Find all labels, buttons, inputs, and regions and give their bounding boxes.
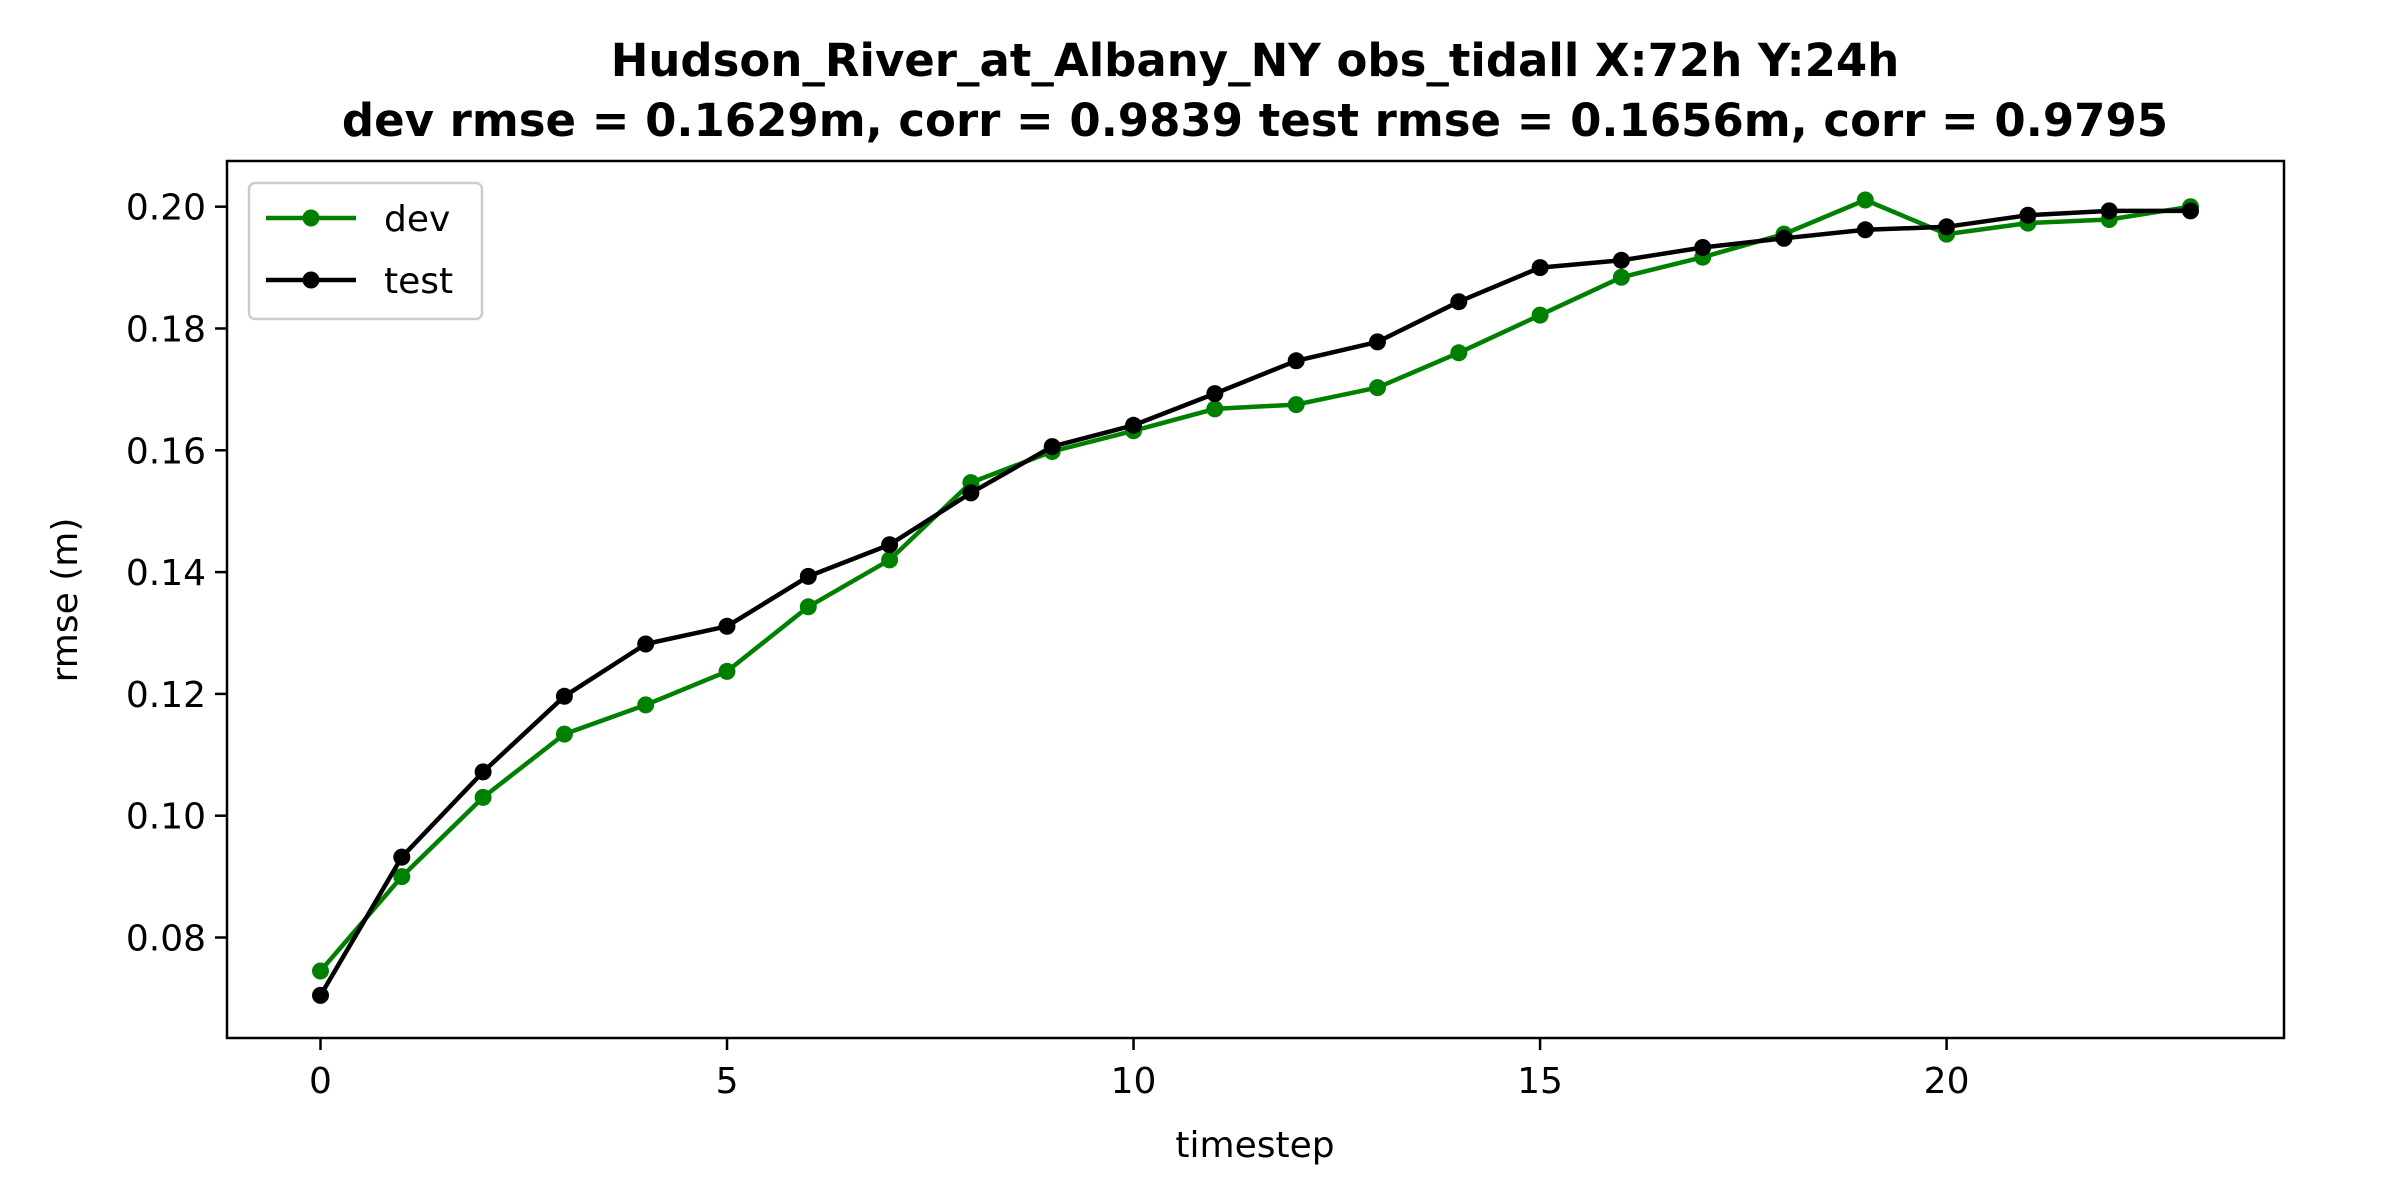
data-point-test: [1531, 259, 1549, 277]
data-point-test: [1369, 333, 1386, 351]
data-point-test: [312, 986, 329, 1004]
data-point-dev: [718, 662, 736, 680]
data-point-test: [2019, 206, 2037, 224]
data-point-test: [799, 567, 817, 585]
data-point-test: [474, 763, 492, 781]
data-point-dev: [1206, 400, 1224, 418]
series-line-test: [317, 208, 2193, 999]
data-point-test: [1856, 221, 1874, 239]
data-point-dev: [637, 696, 655, 714]
series-line-dev: [317, 197, 2194, 975]
y-tick-label: 0.08: [126, 919, 206, 960]
x-tick-label: 0: [309, 1061, 332, 1102]
plot-frame: [225, 159, 2286, 1040]
legend-label-test: test: [384, 261, 453, 302]
data-point-test: [1775, 229, 1793, 247]
data-point-dev: [555, 725, 573, 743]
y-tick-label: 0.12: [126, 675, 206, 716]
y-tick-label: 0.20: [126, 188, 206, 229]
y-tick-label: 0.10: [126, 797, 206, 838]
legend-marker-dev: [302, 209, 320, 227]
data-point-test: [1125, 416, 1142, 434]
legend: dev test: [247, 181, 484, 321]
data-point-test: [555, 687, 573, 705]
x-tick-label: 15: [1517, 1061, 1563, 1102]
data-point-dev: [474, 788, 492, 806]
data-point-test: [1694, 239, 1712, 256]
data-point-test: [962, 484, 980, 502]
data-point-test: [1938, 218, 1956, 236]
data-point-dev: [1531, 306, 1549, 324]
data-point-test: [637, 635, 655, 653]
data-point-test: [1450, 293, 1468, 311]
data-point-test: [393, 848, 411, 866]
data-point-dev: [1856, 191, 1874, 209]
x-tick-label: 10: [1111, 1061, 1157, 1102]
data-point-dev: [1287, 396, 1305, 414]
data-point-dev: [799, 598, 817, 616]
legend-label-dev: dev: [384, 199, 450, 240]
data-point-test: [2100, 202, 2118, 220]
y-axis-label: rmse (m): [45, 518, 86, 683]
chart-title-line-2: dev rmse = 0.1629m, corr = 0.9839 test r…: [342, 94, 2168, 147]
data-point-test: [2182, 202, 2199, 220]
x-axis-label: timestep: [1175, 1125, 1334, 1166]
data-point-test: [1612, 251, 1630, 269]
x-tick-label: 5: [716, 1061, 739, 1102]
chart-title-line-1: Hudson_River_at_Albany_NY obs_tidall X:7…: [611, 34, 1900, 87]
data-point-dev: [393, 868, 411, 886]
data-point-dev: [1450, 344, 1468, 362]
y-tick-label: 0.18: [126, 309, 206, 350]
y-tick-label: 0.14: [126, 553, 206, 594]
data-point-test: [718, 617, 736, 635]
data-point-dev: [881, 551, 899, 569]
legend-marker-test: [302, 271, 320, 289]
y-tick-label: 0.16: [126, 431, 206, 472]
data-point-test: [1287, 352, 1305, 370]
data-point-dev: [312, 962, 329, 980]
data-point-test: [1043, 438, 1061, 456]
data-point-dev: [1369, 379, 1386, 397]
data-point-test: [1206, 385, 1224, 403]
data-point-test: [881, 536, 899, 554]
x-tick-label: 20: [1924, 1061, 1970, 1102]
data-point-dev: [1612, 268, 1630, 286]
